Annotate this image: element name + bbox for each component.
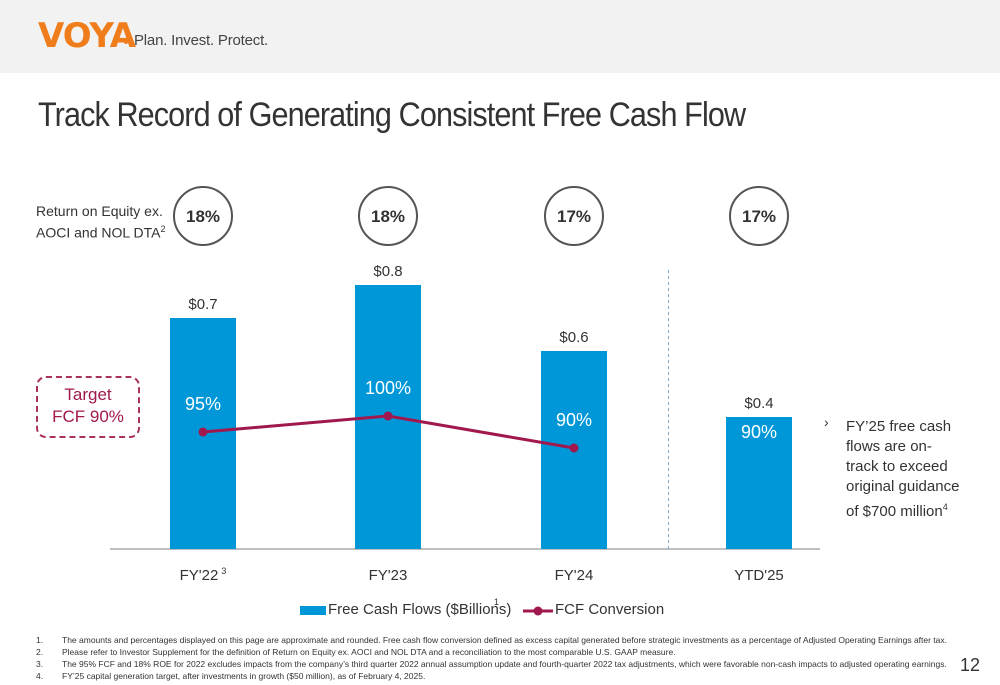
- footnote-number: 1.: [36, 635, 44, 645]
- bar-value-label: $0.6: [559, 329, 588, 346]
- footnote-text: The amounts and percentages displayed on…: [62, 635, 948, 645]
- note-line-5: of $700 million: [846, 503, 943, 520]
- roe-circle: [729, 186, 789, 246]
- footnote-text: Please refer to Investor Supplement for …: [62, 647, 676, 657]
- roe-label-line1: Return on Equity ex.: [36, 203, 163, 219]
- page-number: 12: [960, 655, 981, 675]
- category-label: YTD'25: [734, 567, 784, 584]
- category-label: FY'22 3: [180, 566, 227, 584]
- footnote-row: 4. FY’25 capital generation target, afte…: [36, 670, 956, 682]
- footnote-row: 3. The 95% FCF and 18% ROE for 2022 excl…: [36, 658, 956, 670]
- bar-value-label: $0.8: [373, 263, 402, 280]
- page-title: Track Record of Generating Consistent Fr…: [38, 96, 746, 134]
- tagline: Plan. Invest. Protect.: [134, 32, 268, 49]
- footnotes: 1. The amounts and percentages displayed…: [36, 634, 956, 682]
- category-label: FY'23: [369, 567, 408, 584]
- roe-label-sup: 2: [160, 224, 166, 234]
- fcf-chart: $0.7 $0.8 $0.6 $0.4 18% 18% 17% 17% 95% 100% 90% 90…: [110, 186, 820, 584]
- footnote-row: 1. The amounts and percentages displayed…: [36, 634, 956, 646]
- fcf-conversion-label: 100%: [365, 378, 411, 398]
- chevron-right-icon: ›: [824, 414, 829, 430]
- voya-logo: VOYA: [38, 16, 136, 56]
- roe-value: 17%: [742, 207, 776, 226]
- fcf-conversion-point: [198, 427, 208, 437]
- target-line1: Target: [64, 385, 112, 404]
- note-sup: 4: [942, 502, 948, 512]
- roe-value: 18%: [371, 207, 405, 226]
- fcf-conversion-label: 95%: [185, 394, 221, 414]
- fcf-conversion-label: 90%: [741, 422, 777, 442]
- note-line-3: track to exceed: [846, 458, 948, 475]
- footnote-text: FY’25 capital generation target, after i…: [62, 671, 426, 681]
- footnote-number: 4.: [36, 671, 44, 681]
- legend-line-swatch: [523, 606, 553, 616]
- target-text: Target FCF 90%: [38, 384, 138, 428]
- fcf-conversion-label: 90%: [556, 410, 592, 430]
- category-label: FY'24: [555, 567, 594, 584]
- footnote-row: 2. Please refer to Investor Supplement f…: [36, 646, 956, 658]
- note-line-4: original guidance: [846, 478, 960, 495]
- bar-value-label: $0.7: [188, 296, 217, 313]
- legend-bar-swatch: [300, 606, 326, 615]
- header-band: [0, 0, 1000, 73]
- logo-dot: [124, 40, 128, 44]
- note-line-2: flows are on-: [846, 438, 932, 455]
- footnote-text: The 95% FCF and 18% ROE for 2022 exclude…: [62, 659, 947, 669]
- fcf-conversion-point: [569, 443, 579, 453]
- legend-bar-label: Free Cash Flows ($Billions): [328, 601, 512, 618]
- roe-label-line2: AOCI and NOL DTA: [36, 224, 161, 241]
- legend-line-label: FCF Conversion: [555, 601, 665, 618]
- fcf-conversion-point: [383, 411, 393, 421]
- bar-value-label: $0.4: [744, 395, 773, 412]
- fcf-bar: [726, 417, 792, 549]
- roe-circle: [173, 186, 233, 246]
- roe-value: 18%: [186, 207, 220, 226]
- roe-label: Return on Equity ex. AOCI and NOL DTA2: [36, 202, 166, 242]
- note-line-1: FY’25 free cash: [846, 418, 952, 435]
- target-line2: FCF 90%: [52, 407, 124, 426]
- roe-value: 17%: [557, 207, 591, 226]
- footnote-number: 2.: [36, 647, 44, 657]
- legend-bar-sup: 1: [494, 597, 500, 607]
- roe-circle: [358, 186, 418, 246]
- target-box: [36, 376, 140, 438]
- fy25-note: FY’25 free cash flows are on- track to e…: [846, 417, 986, 522]
- roe-circle: [544, 186, 604, 246]
- footnote-number: 3.: [36, 659, 44, 669]
